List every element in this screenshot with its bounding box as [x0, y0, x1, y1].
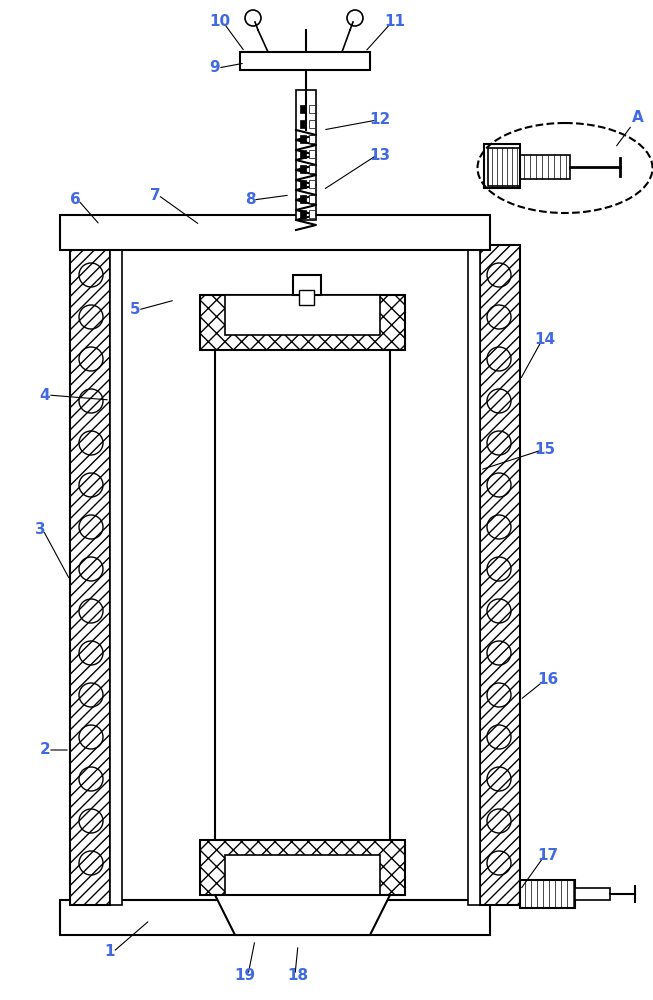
- Bar: [309, 210, 315, 218]
- Bar: [240, 52, 370, 70]
- Text: 17: 17: [537, 848, 558, 862]
- Text: 18: 18: [287, 968, 309, 982]
- Bar: [300, 210, 306, 218]
- Text: 11: 11: [385, 14, 406, 29]
- Bar: [309, 150, 315, 158]
- Text: 16: 16: [537, 672, 558, 688]
- Bar: [300, 105, 306, 113]
- Bar: [309, 135, 315, 143]
- Bar: [110, 245, 122, 905]
- Bar: [300, 150, 306, 158]
- Text: 7: 7: [150, 188, 161, 202]
- Text: 3: 3: [35, 522, 45, 538]
- Bar: [480, 245, 520, 905]
- Text: 10: 10: [210, 14, 231, 29]
- Bar: [309, 165, 315, 173]
- Bar: [200, 295, 405, 350]
- Bar: [300, 180, 306, 188]
- Text: 8: 8: [245, 192, 255, 208]
- Text: A: A: [632, 110, 644, 125]
- Bar: [215, 330, 390, 870]
- Bar: [309, 120, 315, 128]
- Bar: [520, 155, 570, 179]
- Text: 12: 12: [370, 112, 390, 127]
- Bar: [575, 888, 610, 900]
- Ellipse shape: [477, 123, 652, 213]
- Polygon shape: [215, 895, 390, 935]
- Text: 15: 15: [534, 442, 556, 458]
- Text: 1: 1: [104, 944, 115, 960]
- Bar: [309, 105, 315, 113]
- Bar: [300, 120, 306, 128]
- Bar: [70, 245, 110, 905]
- Bar: [300, 135, 306, 143]
- Text: 6: 6: [70, 192, 80, 208]
- Text: 19: 19: [234, 968, 255, 982]
- Bar: [488, 148, 520, 186]
- Text: 2: 2: [40, 742, 50, 758]
- Bar: [520, 880, 575, 908]
- Bar: [300, 165, 306, 173]
- Bar: [296, 90, 316, 220]
- Text: 14: 14: [534, 332, 556, 348]
- Text: 4: 4: [40, 387, 50, 402]
- Text: 13: 13: [370, 147, 390, 162]
- Bar: [299, 290, 314, 305]
- Bar: [60, 215, 490, 250]
- Bar: [60, 900, 490, 935]
- Bar: [309, 180, 315, 188]
- Bar: [300, 195, 306, 203]
- Bar: [309, 195, 315, 203]
- Bar: [468, 245, 480, 905]
- Bar: [225, 855, 380, 895]
- Bar: [225, 295, 380, 335]
- Bar: [293, 275, 321, 295]
- Bar: [200, 840, 405, 895]
- Bar: [484, 144, 520, 188]
- Text: 9: 9: [210, 60, 220, 76]
- Text: 5: 5: [130, 302, 140, 318]
